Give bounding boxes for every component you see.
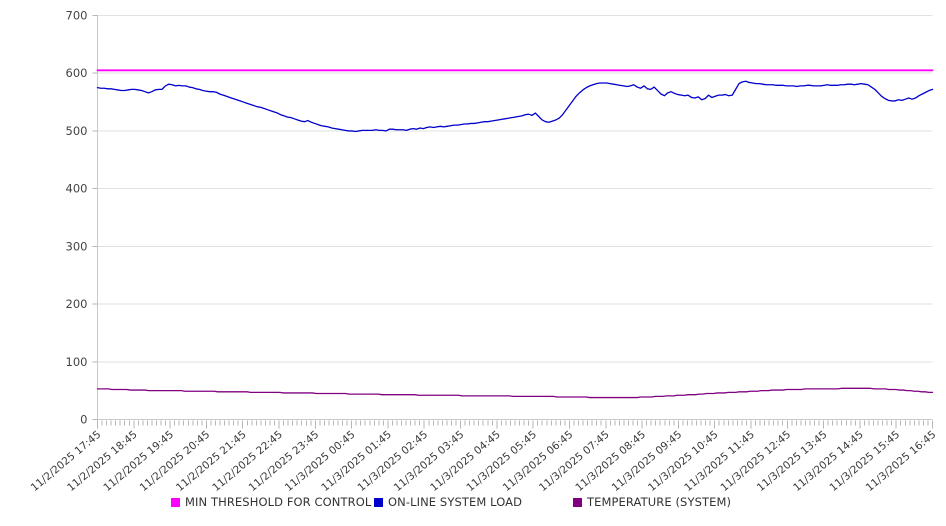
legend: MIN THRESHOLD FOR CONTROL ON-LINE SYSTEM … (171, 495, 731, 509)
legend-label: ON-LINE SYSTEM LOAD (388, 495, 522, 509)
legend-swatch (171, 498, 180, 507)
axis-layer (97, 15, 933, 424)
ytick-label: 100 (66, 355, 88, 369)
legend-swatch (573, 498, 582, 507)
ytick-label: 0 (80, 413, 87, 427)
ytick-label: 500 (66, 124, 88, 138)
xtick-mark-layer (97, 420, 933, 429)
series-layer (96, 69, 934, 399)
series-line (96, 387, 934, 399)
legend-swatch (374, 498, 383, 507)
ytick-label: 700 (66, 9, 88, 23)
grid-layer (97, 15, 933, 420)
legend-label: MIN THRESHOLD FOR CONTROL (185, 495, 372, 509)
ytick-label: 300 (66, 239, 88, 253)
ytick-label: 600 (66, 66, 88, 80)
ytick-label: 200 (66, 297, 88, 311)
legend-label: TEMPERATURE (SYSTEM) (586, 495, 731, 509)
ytick-label-layer: 0 100 200 300 400 500 600 700 (66, 9, 98, 427)
ytick-label: 400 (66, 182, 88, 196)
series-line (96, 80, 934, 133)
